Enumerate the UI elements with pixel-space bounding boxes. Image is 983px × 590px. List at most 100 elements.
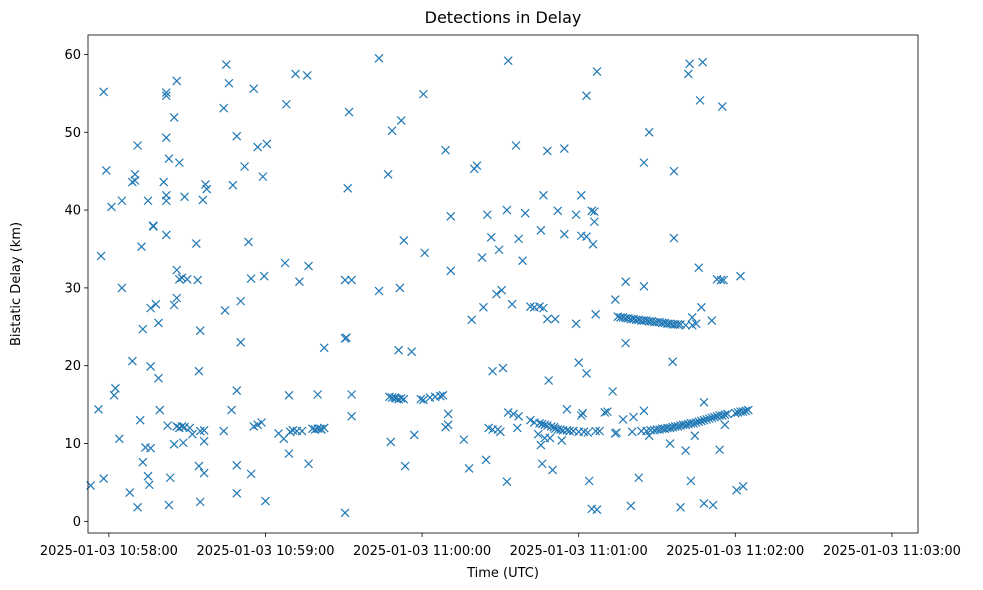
data-point — [589, 217, 599, 227]
data-point — [177, 273, 187, 283]
data-point — [441, 145, 451, 155]
data-point — [409, 430, 419, 440]
data-point — [195, 326, 205, 336]
data-point — [185, 423, 195, 433]
data-point — [294, 277, 304, 287]
data-point — [514, 234, 524, 244]
data-point — [164, 154, 174, 164]
data-point — [743, 405, 753, 415]
data-point — [621, 277, 631, 287]
data-point — [738, 407, 748, 417]
y-tick-label: 40 — [64, 204, 81, 219]
data-point — [302, 71, 312, 80]
y-tick-label: 60 — [64, 48, 81, 63]
data-point — [553, 206, 563, 216]
data-point — [587, 206, 597, 216]
data-point — [488, 366, 497, 376]
data-point — [199, 436, 209, 446]
data-point — [291, 69, 300, 79]
data-point — [418, 395, 428, 405]
data-point — [479, 302, 488, 312]
data-point — [396, 393, 406, 403]
data-point — [154, 373, 163, 383]
data-point — [582, 232, 591, 241]
data-point — [588, 239, 598, 249]
data-point — [689, 418, 698, 428]
data-point — [565, 426, 574, 436]
data-point — [169, 300, 179, 310]
data-point — [699, 397, 709, 407]
data-point — [673, 320, 683, 329]
data-point — [344, 107, 354, 117]
data-point — [571, 210, 581, 220]
data-point — [482, 210, 492, 220]
data-point — [443, 420, 453, 430]
data-point — [732, 485, 742, 495]
x-tick-label: 2025-01-03 11:02:00 — [666, 544, 804, 559]
data-point — [418, 89, 428, 99]
data-point — [495, 427, 505, 437]
data-point — [472, 161, 482, 171]
data-point — [539, 190, 548, 200]
data-point — [730, 408, 740, 418]
data-point — [497, 285, 507, 295]
data-point — [130, 169, 140, 179]
y-tick-label: 20 — [64, 359, 81, 374]
data-point — [698, 57, 708, 67]
data-point — [163, 421, 173, 431]
data-point — [571, 319, 581, 329]
data-point — [699, 415, 709, 425]
x-tick-label: 2025-01-03 11:01:00 — [510, 544, 648, 559]
data-point — [542, 146, 552, 156]
data-point — [464, 463, 474, 473]
data-point — [232, 460, 242, 470]
data-point — [161, 190, 171, 200]
data-point — [249, 84, 259, 94]
data-point — [169, 439, 179, 449]
data-point — [341, 333, 351, 343]
data-point — [681, 420, 691, 430]
data-point — [182, 274, 192, 284]
data-point — [133, 502, 143, 512]
data-point — [539, 303, 548, 313]
data-point — [117, 196, 127, 206]
data-point — [319, 423, 329, 433]
data-point — [259, 271, 269, 281]
data-point — [347, 275, 357, 285]
data-point — [545, 433, 555, 443]
data-point — [399, 394, 409, 404]
data-point — [492, 289, 501, 299]
data-point — [319, 343, 329, 353]
data-point — [172, 293, 182, 303]
data-point — [127, 356, 137, 366]
data-point — [96, 251, 106, 261]
data-point — [602, 407, 612, 417]
data-point — [591, 309, 601, 319]
data-point — [691, 319, 701, 329]
data-point — [717, 102, 727, 112]
x-tick-label: 2025-01-03 10:58:00 — [40, 544, 178, 559]
data-point — [720, 410, 730, 420]
data-point — [681, 320, 691, 330]
data-point — [172, 76, 182, 86]
data-point — [137, 242, 146, 252]
data-point — [582, 369, 591, 378]
plot-area-frame — [87, 34, 919, 534]
data-point — [195, 497, 205, 507]
data-point — [232, 131, 242, 141]
data-point — [228, 180, 238, 190]
data-point — [512, 423, 522, 433]
data-point — [459, 435, 469, 445]
data-point — [220, 306, 230, 315]
data-point — [94, 404, 103, 414]
data-point — [246, 274, 256, 283]
data-point — [281, 99, 291, 109]
data-point — [174, 274, 184, 284]
data-point — [297, 426, 307, 436]
data-point — [600, 407, 610, 417]
data-point — [507, 299, 517, 309]
data-point — [503, 56, 513, 66]
data-point — [467, 315, 477, 325]
data-point — [340, 275, 350, 285]
